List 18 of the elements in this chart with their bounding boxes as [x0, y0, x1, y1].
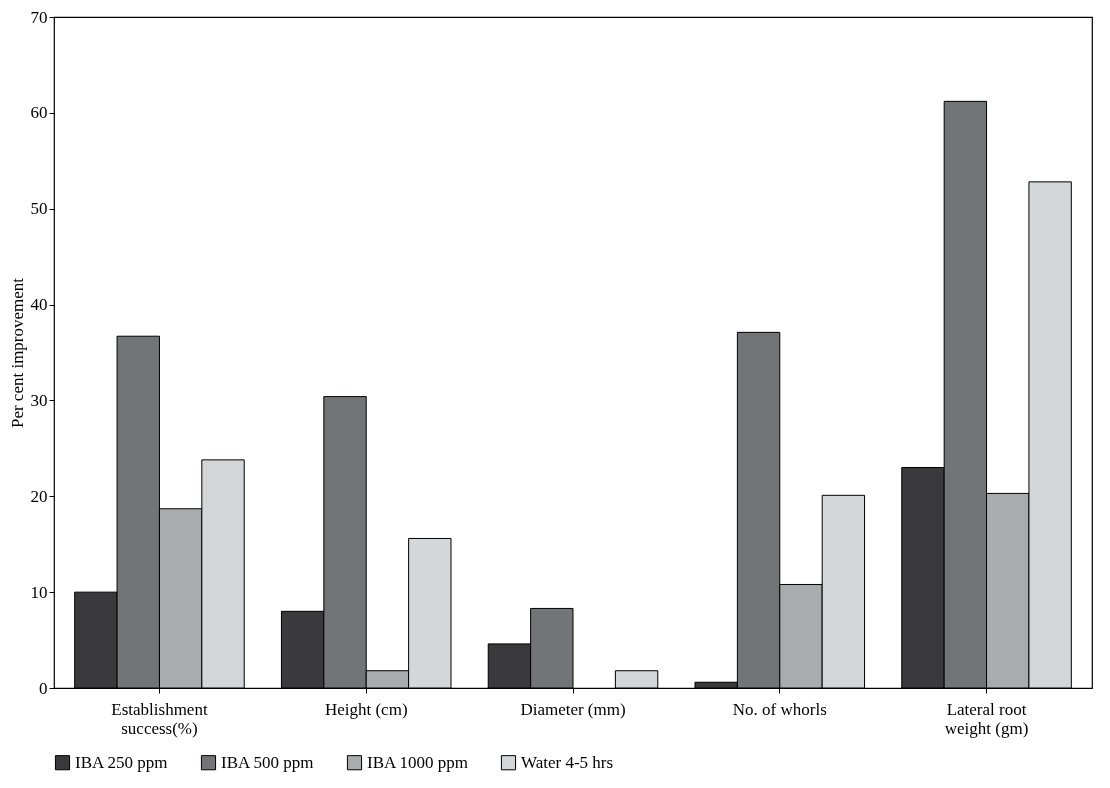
- x-tick-label: Diameter (mm): [520, 699, 626, 719]
- x-tick-label: Height (cm): [324, 699, 408, 719]
- x-tick-label: Lateral root weight (gm): [944, 699, 1029, 738]
- legend-label: Water 4-5 hrs: [521, 752, 614, 772]
- y-tick-label: 20: [30, 486, 48, 506]
- legend-label: IBA 1000 ppm: [367, 752, 469, 772]
- y-tick-label: 50: [30, 199, 48, 219]
- x-tick-label: No. of whorls: [732, 699, 827, 719]
- y-tick-label: 40: [30, 295, 48, 315]
- y-tick-label: 10: [30, 582, 48, 602]
- y-tick-label: 70: [30, 7, 48, 27]
- y-axis-title: Per cent improvement: [7, 277, 27, 429]
- y-tick-label: 30: [30, 390, 48, 410]
- y-tick-label: 60: [30, 103, 48, 123]
- x-tick-label: Establishment success(%): [111, 699, 208, 738]
- legend-label: IBA 500 ppm: [221, 752, 314, 772]
- y-tick-label: 0: [39, 678, 48, 698]
- legend-label: IBA 250 ppm: [75, 752, 168, 772]
